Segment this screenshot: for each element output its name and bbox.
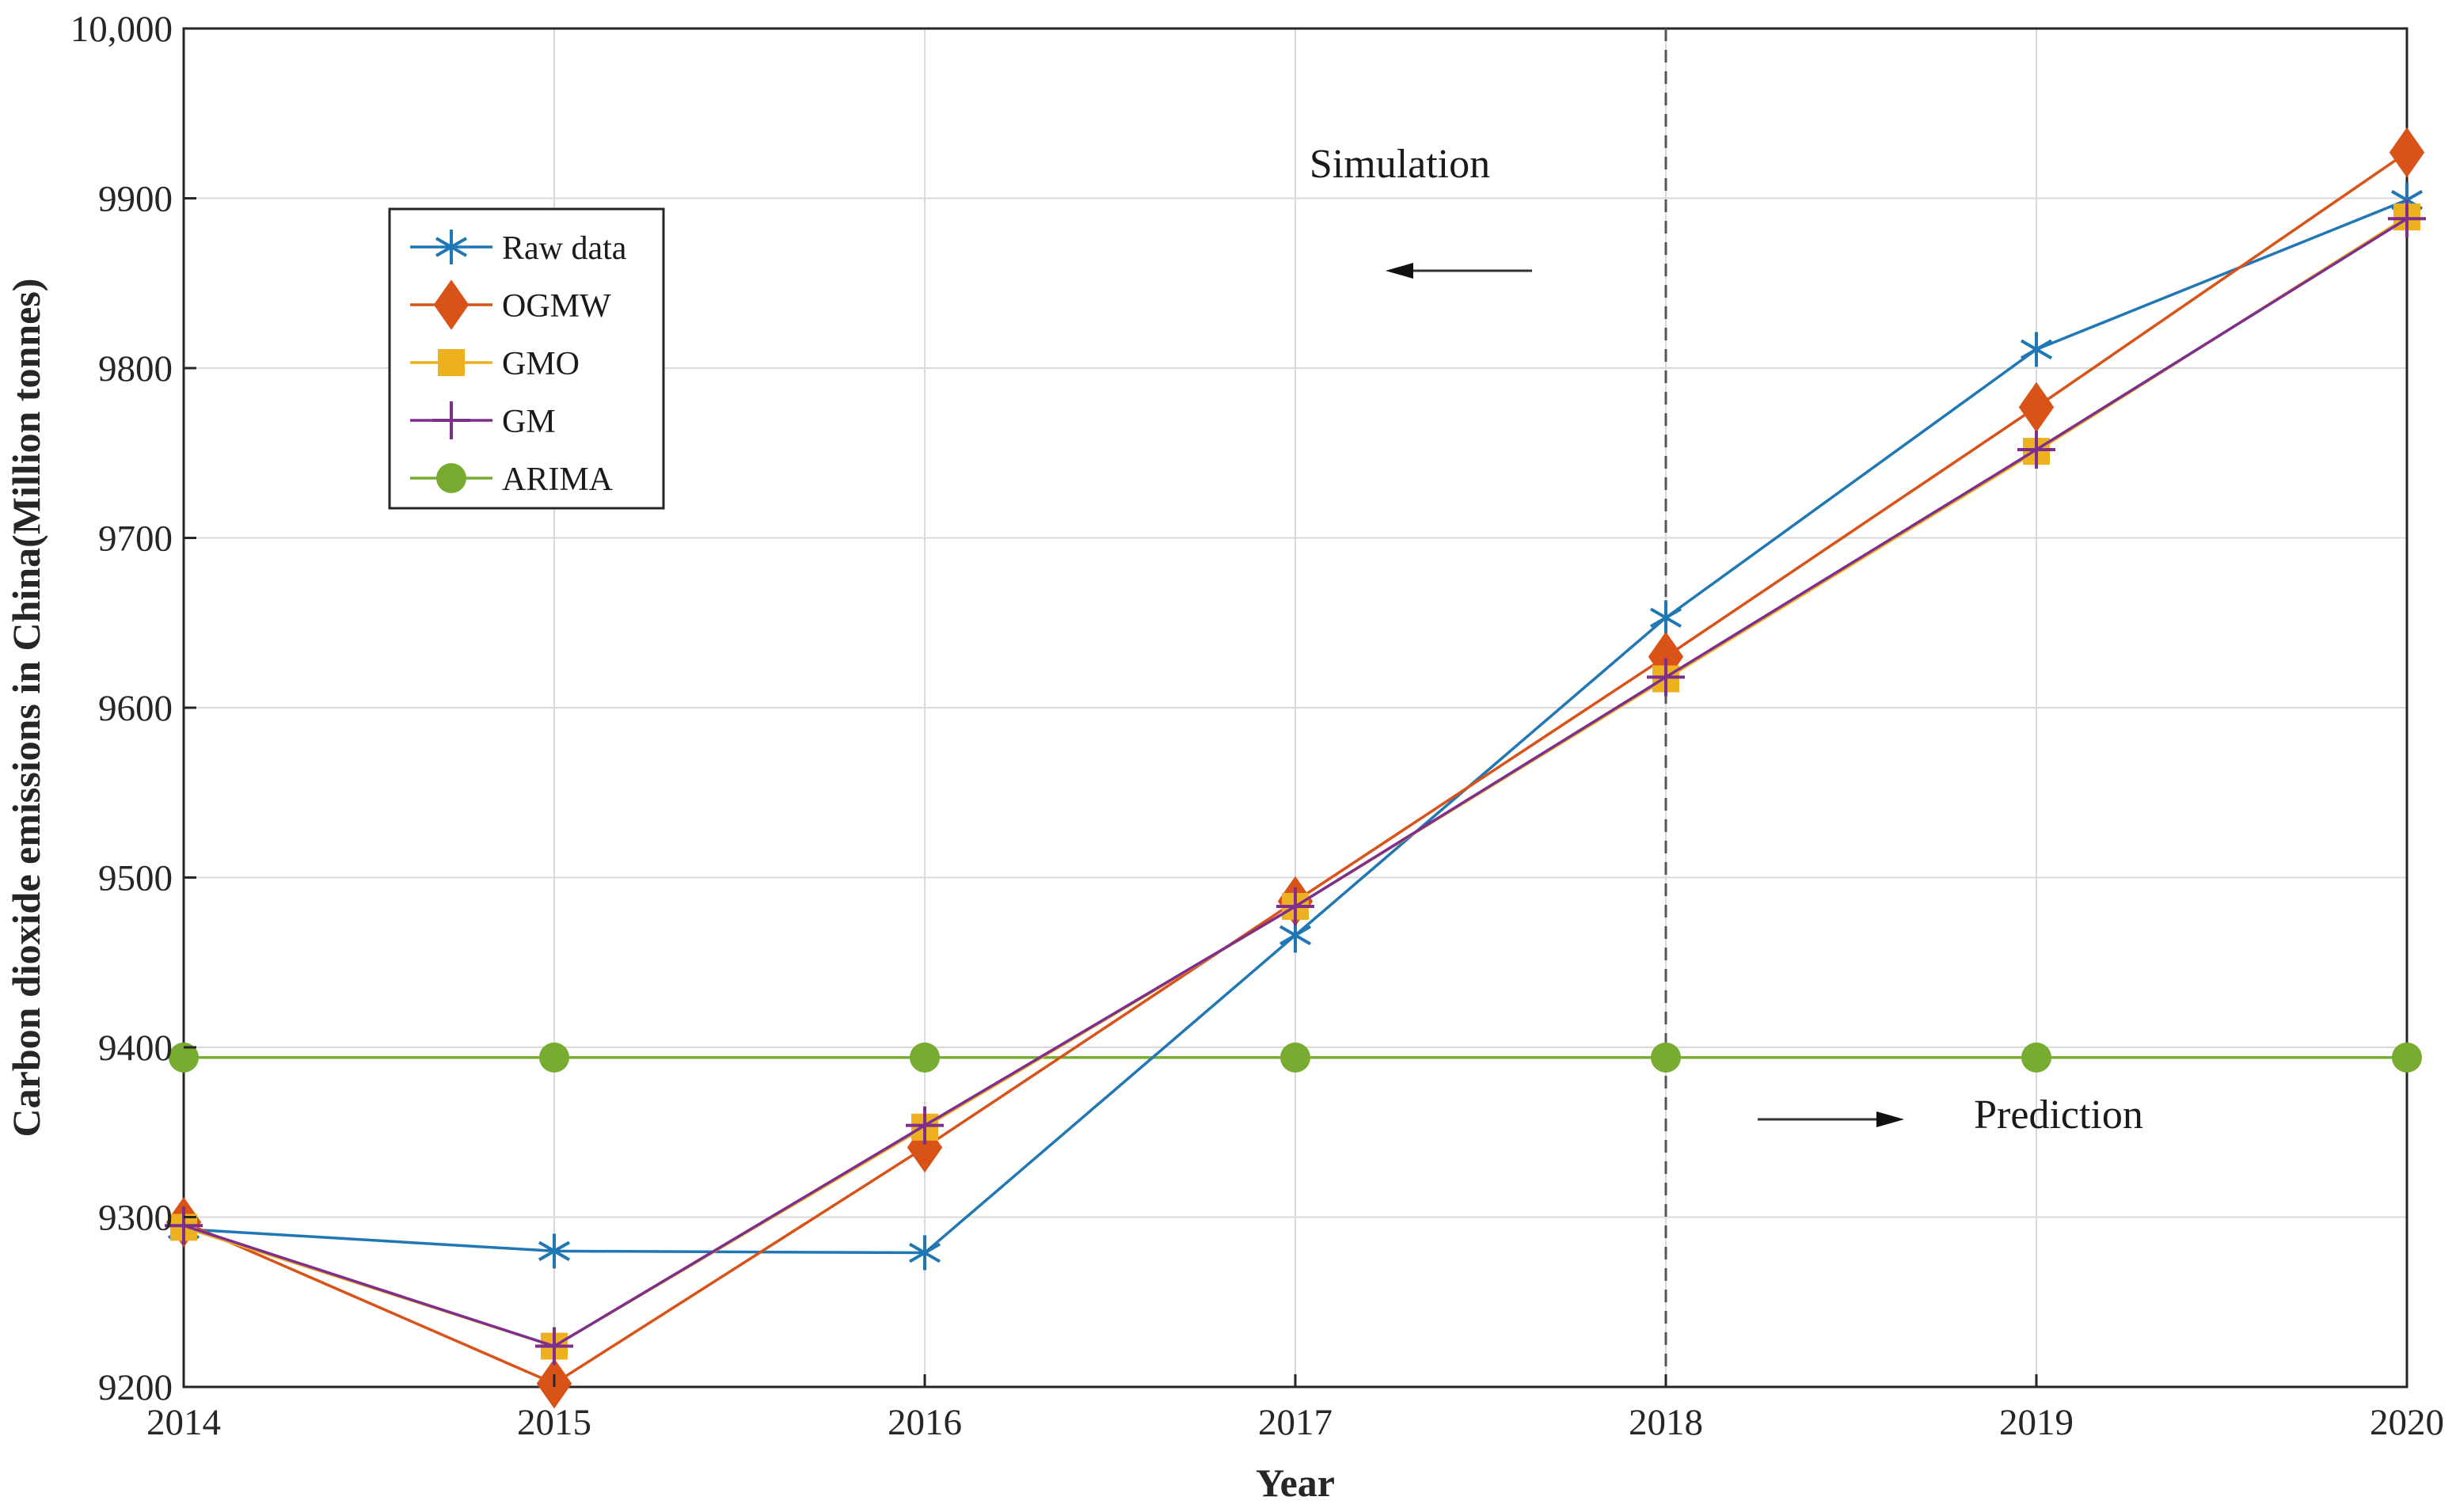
point-arima-2014 bbox=[169, 1042, 199, 1073]
prediction-label: Prediction bbox=[1974, 1092, 2143, 1138]
legend-marker-gmo bbox=[438, 349, 465, 376]
y-tick-label: 9300 bbox=[98, 1198, 173, 1239]
series-layer bbox=[165, 127, 2426, 1409]
point-raw-data-2015 bbox=[538, 1233, 571, 1269]
point-gm-2017 bbox=[1276, 887, 1314, 925]
y-tick-label: 9200 bbox=[98, 1367, 173, 1408]
legend-label-gm: GM bbox=[502, 404, 556, 440]
x-tick-label: 2015 bbox=[517, 1402, 591, 1443]
prediction-arrow-head bbox=[1876, 1111, 1904, 1127]
legend-marker-arima bbox=[436, 463, 466, 493]
legend-label-raw-data: Raw data bbox=[502, 230, 627, 267]
point-arima-2020 bbox=[2392, 1042, 2422, 1073]
point-raw-data-2019 bbox=[2020, 332, 2053, 367]
x-tick-label: 2017 bbox=[1258, 1402, 1333, 1443]
y-tick-label: 9500 bbox=[98, 858, 173, 899]
point-gm-2019 bbox=[2017, 430, 2055, 469]
point-arima-2015 bbox=[539, 1042, 569, 1073]
legend-label-arima: ARIMA bbox=[502, 462, 614, 498]
point-ogmw-2019 bbox=[2018, 382, 2055, 433]
point-arima-2018 bbox=[1651, 1042, 1681, 1073]
point-arima-2019 bbox=[2021, 1042, 2051, 1073]
legend-marker-ogmw bbox=[433, 279, 470, 330]
legend-marker-gm bbox=[432, 401, 470, 439]
point-ogmw-2020 bbox=[2389, 127, 2425, 178]
legend-label-gmo: GMO bbox=[502, 346, 580, 382]
legend: Raw data OGMW GMO GM ARIMA bbox=[388, 207, 665, 510]
point-raw-data-2018 bbox=[1649, 600, 1682, 636]
x-axis-title: Year bbox=[1256, 1461, 1335, 1505]
x-tick-label: 2020 bbox=[2370, 1402, 2444, 1443]
legend-item-raw-data: Raw data bbox=[410, 230, 627, 267]
legend-item-arima: ARIMA bbox=[410, 462, 614, 498]
y-axis-title: Carbon dioxide emissions in China(Millio… bbox=[4, 279, 48, 1138]
point-raw-data-2016 bbox=[908, 1235, 941, 1271]
x-tick-label: 2014 bbox=[146, 1402, 221, 1443]
x-tick-label: 2018 bbox=[1629, 1402, 1703, 1443]
point-arima-2017 bbox=[1280, 1042, 1310, 1073]
point-arima-2016 bbox=[910, 1042, 940, 1073]
point-gm-2018 bbox=[1647, 658, 1685, 697]
point-gm-2016 bbox=[906, 1106, 944, 1145]
y-tick-label: 9700 bbox=[98, 519, 173, 560]
point-gm-2014 bbox=[165, 1206, 203, 1245]
y-tick-label: 9900 bbox=[98, 179, 173, 220]
tick-labels: 2014 2015 2016 2017 2018 2019 2020 9200 9300 9400… bbox=[70, 9, 2444, 1443]
simulation-label: Simulation bbox=[1310, 142, 1490, 187]
y-tick-label: 9800 bbox=[98, 348, 173, 389]
y-tick-label: 9600 bbox=[98, 688, 173, 729]
series-raw-data bbox=[167, 182, 2424, 1271]
legend-item-ogmw: OGMW bbox=[410, 279, 611, 330]
x-tick-label: 2016 bbox=[888, 1402, 962, 1443]
series-arima bbox=[169, 1042, 2422, 1073]
legend-item-gmo: GMO bbox=[410, 346, 580, 382]
point-gm-2020 bbox=[2388, 199, 2426, 238]
series-gm bbox=[165, 199, 2426, 1366]
point-gm-2015 bbox=[535, 1327, 573, 1366]
legend-label-ogmw: OGMW bbox=[502, 288, 611, 325]
x-tick-label: 2019 bbox=[1999, 1402, 2074, 1443]
legend-box bbox=[388, 207, 665, 510]
y-tick-label: 10,000 bbox=[70, 9, 173, 50]
legend-marker-raw-data bbox=[435, 230, 468, 264]
legend-item-gm: GM bbox=[410, 401, 556, 440]
simulation-arrow-head bbox=[1386, 263, 1413, 279]
y-tick-label: 9400 bbox=[98, 1028, 173, 1069]
